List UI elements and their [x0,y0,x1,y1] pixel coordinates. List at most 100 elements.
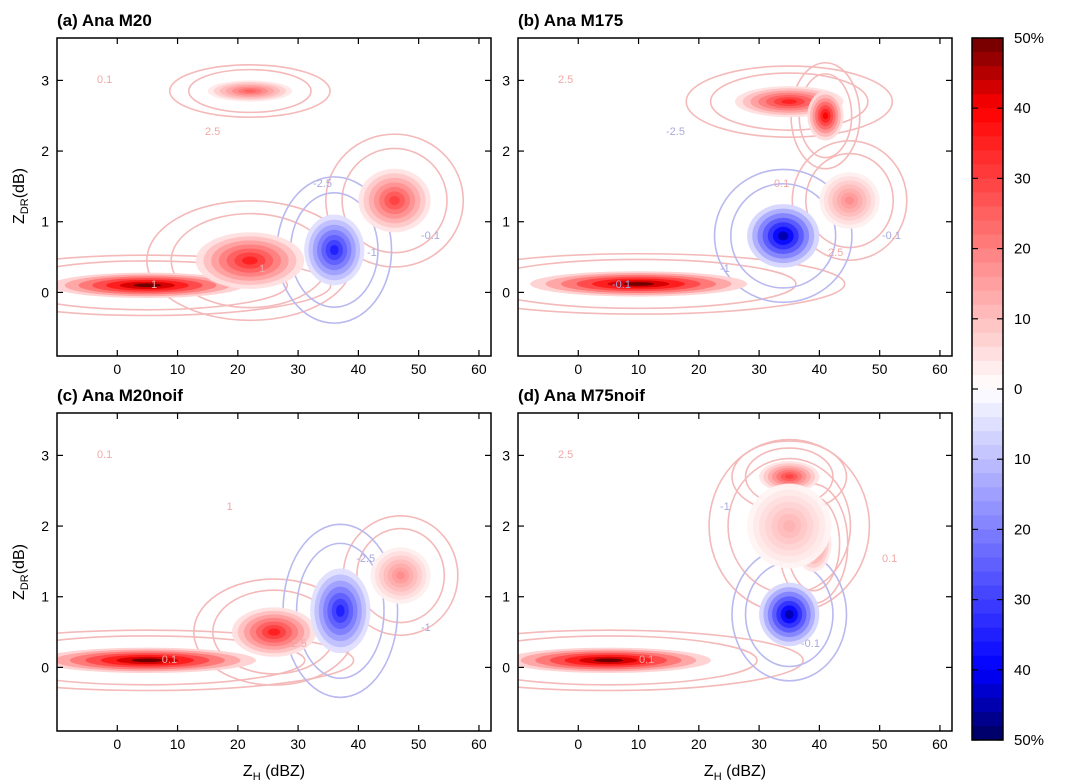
contour-label: -2.5 [356,553,375,565]
colorbar-step [972,38,1003,53]
x-tick-label: 20 [691,361,707,377]
colorbar-step [972,459,1003,474]
y-tick-label: 2 [502,143,510,159]
contour-label: 2.5 [291,638,306,650]
y-tick-label: 0 [41,659,49,675]
x-tick-label: 60 [932,361,948,377]
panel-contour-line [805,152,895,249]
panel-contour-line [709,72,869,131]
panel-a-plot-area: 0.1 1 2.5 1 -2.5 -1 -0.1 [57,64,465,324]
panel-a-title: (a) Ana M20 [57,11,152,30]
anomaly-fill [133,283,162,288]
colorbar-step [972,234,1003,250]
panel-contour-line [518,258,797,310]
colorbar-labels: 50% 40 30 20 10 0 10 20 30 40 50% [972,30,1044,749]
colorbar-step [972,613,1003,629]
colorbar-label: 20 [1014,521,1031,538]
colorbar-step [972,683,1003,699]
panel-d-plot-area: 2.5 0.1 -1 -0.1 0.1 [518,438,897,692]
anomaly-fill [784,474,794,479]
contour-label: 2.5 [205,126,220,138]
panel-d-xlabel: ZH (dBZ) [704,763,766,781]
anomaly-fill [822,112,829,120]
panel-d: (d) Ana M75noif 2.50.1-1-0.10.1 0 10 20 30 4… [502,386,953,781]
x-tick-label: 10 [170,736,186,752]
x-tick-label: 40 [351,736,367,752]
colorbar-step [972,445,1003,460]
colorbar-label: 20 [1014,241,1031,258]
y-tick-label: 2 [41,518,49,534]
colorbar-steps [972,38,1003,741]
panel-contour-line [168,64,331,118]
colorbar-step [972,473,1003,488]
contour-label: -1 [421,622,431,634]
x-tick-label: 0 [113,361,121,377]
colorbar-step [972,192,1003,207]
colorbar-step [972,206,1003,222]
colorbar-step [972,669,1003,685]
colorbar-step [972,599,1003,615]
colorbar-step [972,571,1003,587]
x-tick-label: 50 [872,736,888,752]
panel-a-frame [56,37,492,357]
y-tick-label: 0 [502,659,510,675]
panel-b-frame [517,37,953,357]
panel-b-fills [530,86,880,297]
panel-b-contour-labels: 2.5 -0.1 -2.5 -1 0.1 2.5 -0.1 [558,74,901,291]
colorbar-step [972,374,1003,390]
contour-label: -0.1 [612,279,631,291]
colorbar-step [972,262,1003,278]
contour-label: 1 [259,263,265,275]
colorbar-label: 40 [1014,100,1031,117]
colorbar-label: 50% [1014,30,1044,47]
panel-b-title: (b) Ana M175 [518,11,623,30]
anomaly-fill [783,520,796,533]
panel-c-ticks: 0 10 20 30 40 50 60 0 1 2 3 [41,413,491,752]
colorbar-step [972,529,1003,544]
panel-c-xlabel: ZH (dBZ) [243,763,305,781]
contour-label: -0.1 [882,230,901,242]
panel-contour-line [518,635,758,686]
panel-c-contours [57,515,459,699]
colorbar-step [972,94,1003,109]
panel-c-plot-area: 0.1 0.1 1 2.5 -2.5 -1 [57,449,459,699]
contour-label: -0.1 [801,638,820,650]
x-tick-label: 20 [230,361,246,377]
panel-d-title: (d) Ana M75noif [518,386,645,405]
contour-label: -1 [720,263,730,275]
x-tick-label: 30 [751,361,767,377]
x-tick-label: 30 [751,736,767,752]
colorbar-step [972,122,1003,137]
panel-d-frame [517,412,953,732]
colorbar-step [972,431,1003,446]
colorbar-step [972,248,1003,264]
panel-a-ylabel: ZDR(dB) [11,168,31,224]
anomaly-fill [267,628,281,636]
colorbar-step [972,178,1003,193]
colorbar-step [972,515,1003,530]
contour-label: 0.1 [162,654,177,666]
colorbar-step [972,725,1003,741]
colorbar-step [972,108,1003,123]
x-tick-label: 40 [812,736,828,752]
panel-contour-line [57,629,355,692]
contour-label: 2.5 [558,449,573,461]
panel-c-frame [56,412,492,732]
anomaly-fill [778,231,789,241]
colorbar-step [972,318,1003,334]
contour-label: -0.1 [421,230,440,242]
colorbar-step [972,136,1003,151]
y-tick-label: 3 [41,447,49,463]
contour-label: -1 [367,247,377,259]
colorbar-step [972,543,1003,558]
panel-d-contour-labels: 2.5 0.1 -1 -0.1 0.1 [558,449,897,666]
x-tick-label: 10 [170,361,186,377]
contour-label: 1 [227,501,233,513]
colorbar-step [972,332,1003,348]
y-tick-label: 1 [41,214,49,230]
colorbar-step [972,164,1003,179]
y-tick-label: 2 [502,518,510,534]
colorbar-label: 10 [1014,451,1031,468]
panel-b-plot-area: 2.5 -0.1 -2.5 -1 0.1 2.5 -0.1 [518,61,908,315]
